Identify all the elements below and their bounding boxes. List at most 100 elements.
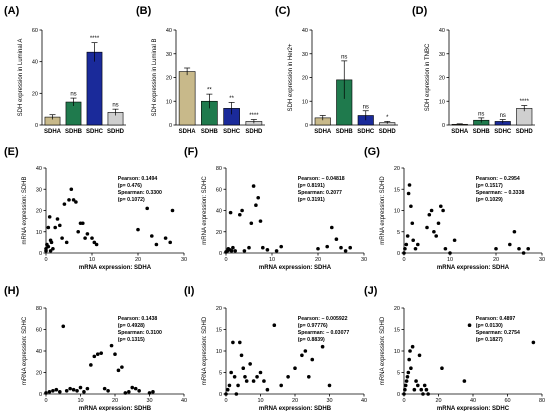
data-point xyxy=(130,385,135,390)
data-point xyxy=(521,251,526,255)
data-point xyxy=(274,249,279,253)
data-point xyxy=(99,351,103,355)
data-point xyxy=(49,240,54,245)
data-point xyxy=(147,391,152,395)
x-category-label: SDHB xyxy=(65,129,83,135)
x-tick-label: 20 xyxy=(493,257,499,263)
data-point xyxy=(406,191,411,196)
data-point xyxy=(406,370,411,375)
correlation-stat: (p= 0.3191) xyxy=(298,197,325,203)
y-tick-label: 0 xyxy=(35,123,38,129)
y-tick-label: 10 xyxy=(394,209,400,215)
y-axis-label: mRNA expression: SDHC xyxy=(202,176,208,245)
data-point xyxy=(512,229,517,234)
x-tick-label: 30 xyxy=(361,257,367,263)
y-axis-label: mRNA expression: SDHD xyxy=(380,176,386,245)
panel-b: (B) 0 10 20 30 40 SDH expression in Luminal B S… xyxy=(136,5,265,135)
y-tick-label: 5 xyxy=(397,230,400,236)
bar-sdhc xyxy=(86,51,103,126)
x-category-label: SDHD xyxy=(516,129,534,135)
data-point xyxy=(403,383,408,388)
data-point xyxy=(410,221,415,226)
bar-sdha xyxy=(178,71,196,126)
data-point xyxy=(92,240,97,245)
y-tick-label: 15 xyxy=(394,328,400,334)
data-point xyxy=(69,187,74,192)
x-tick-label: 0 xyxy=(224,257,227,263)
y-tick-label: 30 xyxy=(166,52,172,58)
significance-label: ns xyxy=(70,92,76,98)
significance-label: ns xyxy=(478,111,484,117)
data-point xyxy=(244,379,249,383)
data-point xyxy=(293,366,297,371)
y-tick-label: 0 xyxy=(397,251,400,257)
data-point xyxy=(255,375,259,379)
data-point xyxy=(256,195,261,200)
data-point xyxy=(229,370,233,375)
data-point xyxy=(432,229,436,234)
data-point xyxy=(94,242,99,247)
y-tick-label: 30 xyxy=(36,187,42,193)
y-axis-label: SDH expression in Her2+ xyxy=(288,43,294,111)
data-point xyxy=(113,352,117,357)
data-point xyxy=(405,234,410,238)
data-point xyxy=(508,242,512,247)
correlation-stat: Pearson: − 0.2954 xyxy=(476,176,520,182)
x-tick-label: 0 xyxy=(224,398,227,404)
correlation-stat: (p= 0.0130) xyxy=(476,323,503,329)
data-point xyxy=(46,225,51,230)
data-point xyxy=(95,352,100,357)
y-tick-label: 20 xyxy=(394,306,400,312)
data-point xyxy=(238,340,242,345)
data-point xyxy=(403,387,407,392)
data-point xyxy=(407,183,412,187)
data-point xyxy=(67,198,71,202)
y-axis-label: mRNA expression: SDHC xyxy=(22,316,28,385)
x-tick-label: 0 xyxy=(44,257,47,263)
data-point xyxy=(452,238,457,243)
data-point xyxy=(441,208,445,213)
x-category-label: SDHD xyxy=(379,129,397,135)
data-point xyxy=(109,343,114,348)
data-point xyxy=(262,379,266,383)
y-tick-label: 0 xyxy=(219,251,222,257)
data-point xyxy=(348,245,353,250)
y-tick-label: 0 xyxy=(397,392,400,398)
significance-label: **** xyxy=(90,36,100,42)
data-point xyxy=(227,383,232,388)
data-point xyxy=(90,236,94,240)
correlation-stat: Spearman: − 0.03077 xyxy=(298,330,350,336)
panel-g: (G) 0 5 10 15 20 mRNA expression: SDHD 0 10 20 30 m… xyxy=(364,146,545,271)
data-point xyxy=(92,354,97,359)
x-tick-label: 20 xyxy=(112,398,118,404)
data-point xyxy=(402,392,406,396)
x-tick-label: 40 xyxy=(181,398,187,404)
y-axis-label: mRNA expression: SDHD xyxy=(380,316,386,385)
significance-label: ** xyxy=(207,88,212,94)
data-point xyxy=(334,237,339,241)
data-point xyxy=(261,245,265,250)
panel-label: (D) xyxy=(412,5,428,17)
y-tick-label: 15 xyxy=(216,328,222,334)
data-point xyxy=(85,386,90,391)
y-tick-label: 30 xyxy=(302,52,308,58)
y-tick-label: 20 xyxy=(216,230,222,236)
data-point xyxy=(151,390,155,394)
x-category-label: SDHB xyxy=(473,129,491,135)
y-tick-label: 0 xyxy=(305,123,308,129)
data-point xyxy=(61,324,66,329)
data-point xyxy=(170,208,175,213)
data-point xyxy=(44,246,48,251)
significance-label: * xyxy=(386,115,389,121)
data-point xyxy=(243,375,247,379)
x-category-label: SDHB xyxy=(201,129,219,135)
significance-label: ns xyxy=(363,104,369,110)
y-tick-label: 0 xyxy=(39,392,42,398)
data-point xyxy=(402,251,406,255)
data-point xyxy=(248,362,252,366)
y-tick-label: 5 xyxy=(219,371,222,377)
correlation-stat: Spearman: 0.2077 xyxy=(298,190,342,196)
data-point xyxy=(74,200,78,204)
data-point xyxy=(327,383,332,388)
